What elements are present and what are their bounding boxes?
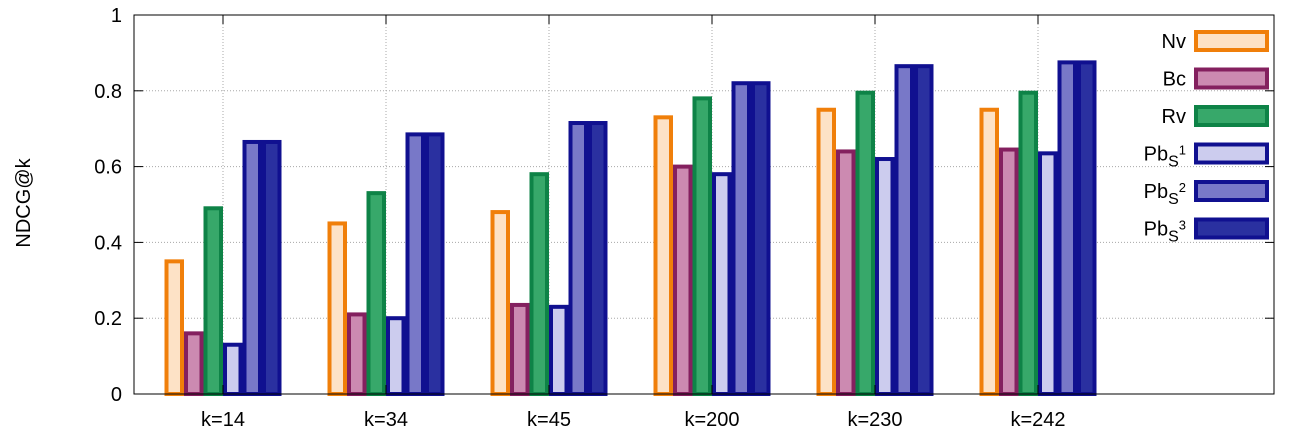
legend-swatch	[1194, 30, 1269, 52]
bar	[979, 107, 999, 396]
y-tick-label: 0.6	[94, 157, 122, 179]
bar	[405, 132, 425, 396]
bar	[262, 139, 282, 396]
bar	[894, 64, 914, 396]
x-tick-label: k=14	[201, 409, 245, 431]
bar	[490, 210, 510, 396]
bar	[751, 81, 771, 396]
bar	[425, 132, 445, 396]
bar	[1038, 151, 1058, 396]
series-2	[184, 147, 1019, 396]
plot-frame	[133, 14, 1275, 395]
bar	[816, 107, 836, 396]
x-tick-label: k=200	[684, 409, 739, 431]
legend-item: Nv	[1162, 30, 1269, 53]
legend-label: PbS1	[1144, 143, 1186, 171]
y-tick-label: 0	[111, 384, 122, 406]
bar	[855, 90, 875, 396]
legend-swatch	[1194, 217, 1269, 240]
bar	[366, 191, 386, 396]
legend-label: Nv	[1162, 31, 1186, 53]
bar	[1057, 60, 1077, 396]
series-1	[164, 107, 999, 397]
legend-swatch	[1194, 67, 1269, 90]
legend-label: PbS3	[1144, 218, 1186, 246]
bar	[347, 312, 367, 396]
bar	[999, 147, 1019, 396]
legend-item: Bc	[1163, 67, 1269, 91]
legend-item: PbS2	[1144, 180, 1269, 208]
bar	[875, 157, 895, 396]
legend-swatch	[1194, 105, 1269, 127]
bar	[184, 331, 204, 396]
bar	[1018, 90, 1038, 396]
bar	[712, 172, 732, 396]
legend-swatch	[1194, 142, 1269, 165]
bar	[242, 139, 262, 396]
legend-item: Rv	[1162, 105, 1269, 128]
bar	[1077, 60, 1097, 396]
bar	[692, 96, 712, 396]
x-tick-label: k=242	[1010, 409, 1065, 431]
bar	[164, 259, 184, 396]
legend-item: PbS1	[1144, 142, 1269, 171]
bar	[568, 121, 588, 396]
x-tick-label: k=34	[364, 409, 408, 431]
bar	[731, 81, 751, 396]
y-axis-title: NDCG@k	[13, 157, 35, 247]
y-tick-label: 1	[111, 5, 122, 27]
legend-label: Rv	[1162, 106, 1186, 128]
bar	[203, 206, 223, 396]
legend-label: Bc	[1163, 69, 1186, 91]
bar	[327, 221, 347, 396]
bar	[653, 115, 673, 397]
bars	[164, 60, 1097, 397]
legend-swatch	[1194, 180, 1269, 202]
y-tick-label: 0.8	[94, 81, 122, 103]
bar	[914, 64, 934, 396]
x-tick-label: k=230	[847, 409, 902, 431]
bar	[549, 304, 569, 396]
legend-label: PbS2	[1144, 180, 1186, 208]
series-6	[262, 60, 1097, 396]
bar	[223, 342, 243, 397]
y-tick-label: 0.4	[94, 232, 122, 254]
bar	[836, 149, 856, 396]
x-tick-label: k=45	[527, 409, 571, 431]
bar	[529, 172, 549, 396]
legend-item: PbS3	[1144, 217, 1269, 246]
bar	[510, 302, 530, 396]
bar	[386, 316, 406, 397]
y-tick-label: 0.2	[94, 308, 122, 330]
axes: 0 0.2 0.4 0.6 0.8 1 k=14 k=34 k=45 k=200 k=230 k=24…	[94, 5, 1275, 431]
legend: Nv Bc Rv PbS1 PbS2 PbS3	[1144, 30, 1269, 246]
bar	[673, 164, 693, 396]
bar	[588, 121, 608, 396]
